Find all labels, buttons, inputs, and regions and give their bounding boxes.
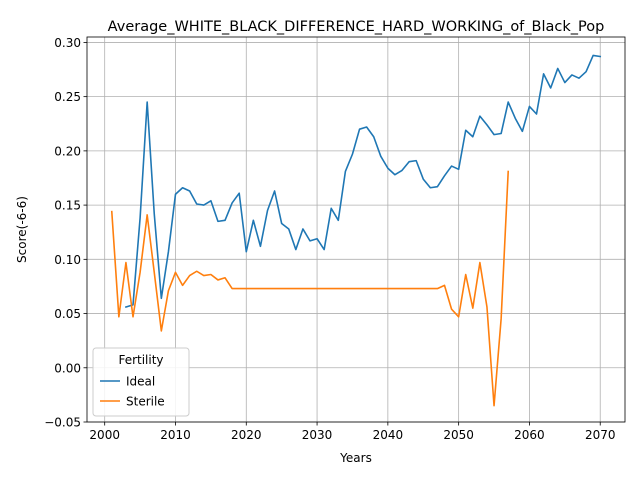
chart-title: Average_WHITE_BLACK_DIFFERENCE_HARD_WORK… <box>108 19 605 35</box>
y-tick-label: 0.15 <box>54 199 81 213</box>
series-line-sterile <box>110 170 510 407</box>
x-tick-label: 2020 <box>231 428 262 442</box>
legend-title: Fertility <box>118 353 163 367</box>
legend-label-sterile: Sterile <box>126 395 165 409</box>
x-tick-label: 2050 <box>443 428 474 442</box>
x-tick-label: 2060 <box>514 428 545 442</box>
plot-frame <box>86 36 626 423</box>
y-tick-label: 0.25 <box>54 90 81 104</box>
y-tick-label: 0.30 <box>54 36 81 50</box>
legend-entries: Ideal Sterile <box>100 375 165 409</box>
legend-box <box>92 347 190 417</box>
series-lines <box>110 54 602 407</box>
x-axis-ticks: 2000 2010 2020 2030 2040 2050 2060 2070 <box>89 422 615 442</box>
x-tick-label: 2030 <box>302 428 333 442</box>
y-tick-label: 0.00 <box>54 361 81 375</box>
legend: Fertility Ideal Sterile <box>92 347 190 417</box>
y-tick-label: 0.10 <box>54 253 81 267</box>
series-line-ideal <box>124 54 602 309</box>
x-tick-label: 2010 <box>160 428 191 442</box>
x-tick-label: 2070 <box>585 428 616 442</box>
x-tick-label: 2000 <box>89 428 120 442</box>
x-axis-label: Years <box>339 451 372 465</box>
y-tick-label: 0.20 <box>54 144 81 158</box>
legend-label-ideal: Ideal <box>126 375 155 389</box>
y-tick-label: 0.05 <box>54 307 81 321</box>
x-tick-label: 2040 <box>373 428 404 442</box>
y-axis-ticks: −0.05 0.00 0.05 0.10 0.15 0.20 0.25 0.30 <box>44 36 87 430</box>
y-tick-label: −0.05 <box>44 416 81 430</box>
y-axis-label: Score(-6-6) <box>15 196 29 263</box>
